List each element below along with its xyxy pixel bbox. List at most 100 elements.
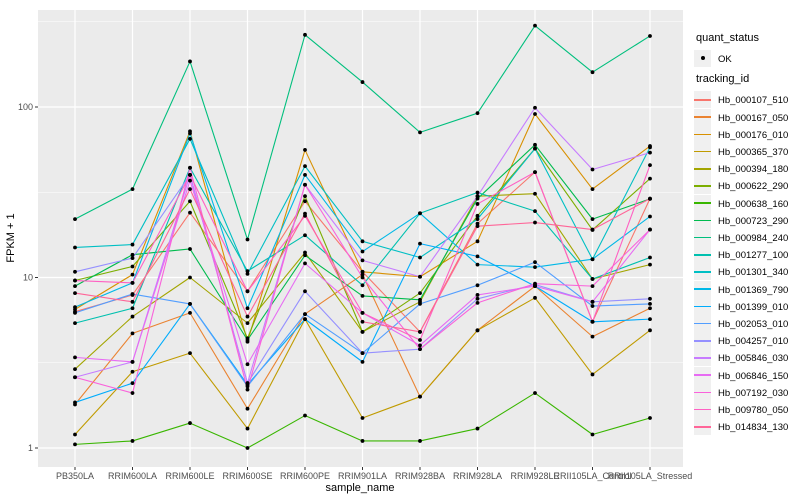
legend-key-box xyxy=(694,315,711,332)
data-point xyxy=(533,142,537,147)
data-point xyxy=(360,329,365,334)
legend-entry-label: Hb_000622_290 xyxy=(718,181,789,193)
data-point xyxy=(188,187,192,191)
data-point xyxy=(130,391,135,395)
data-point xyxy=(648,296,652,301)
legend-key-box xyxy=(694,49,711,67)
legend-entry-label: Hb_004257_010 xyxy=(718,336,789,348)
data-point xyxy=(590,299,595,304)
legend-line-icon xyxy=(694,202,711,204)
data-point xyxy=(475,213,480,218)
data-point xyxy=(73,269,77,274)
y-tick-label: 100 xyxy=(18,102,33,112)
data-point xyxy=(533,391,537,395)
data-point xyxy=(648,306,652,311)
data-point xyxy=(590,217,595,222)
data-point xyxy=(418,130,422,135)
data-point xyxy=(418,394,422,399)
data-point xyxy=(648,214,652,219)
data-point xyxy=(590,334,595,339)
data-point xyxy=(73,321,77,326)
data-point xyxy=(648,328,652,333)
x-tick-label: PB350LA xyxy=(56,471,94,481)
data-point xyxy=(303,211,307,216)
legend-entry-label: Hb_000394_180 xyxy=(718,164,789,176)
data-point xyxy=(475,190,480,195)
data-point xyxy=(188,275,192,280)
data-point xyxy=(188,172,192,177)
data-point xyxy=(303,250,307,255)
data-point xyxy=(475,262,480,267)
legend-line-icon xyxy=(694,271,711,273)
data-point xyxy=(73,245,77,250)
legend-line-icon xyxy=(694,322,711,325)
data-point xyxy=(533,209,537,214)
data-point xyxy=(73,291,77,296)
legend-line-icon xyxy=(694,236,711,239)
data-point xyxy=(590,372,595,377)
x-tick-label: RRII105LA_Stressed xyxy=(608,471,693,481)
legend-key-box xyxy=(694,246,711,264)
legend-line-icon xyxy=(694,339,711,342)
data-point xyxy=(360,249,365,254)
legend-line-icon xyxy=(694,305,711,308)
legend-line-icon xyxy=(694,374,711,376)
x-tick-labels: PB350LA RRIM600LA RRIM600LE RRIM600SE RRIM60… xyxy=(56,471,692,481)
data-point xyxy=(533,220,537,225)
legend-entry-label: Hb_000107_510 xyxy=(718,95,789,107)
data-point xyxy=(648,262,652,267)
data-point xyxy=(360,239,365,244)
legend-key-box xyxy=(694,211,711,229)
legend-key-box xyxy=(694,297,711,315)
x-tick-label: RRIM600LE xyxy=(165,471,214,481)
data-point xyxy=(475,293,480,297)
legend-line-icon xyxy=(694,408,711,411)
data-point xyxy=(188,131,192,136)
data-point xyxy=(303,32,307,37)
data-point xyxy=(245,446,250,450)
data-point xyxy=(73,217,77,222)
data-point xyxy=(130,272,135,277)
data-point xyxy=(130,264,135,269)
legend-key-box xyxy=(694,194,711,212)
legend-key-box xyxy=(694,229,711,246)
data-point xyxy=(188,247,192,251)
data-point xyxy=(73,278,77,283)
data-point xyxy=(130,252,135,257)
legend-key-box xyxy=(694,143,711,160)
legend-key-box xyxy=(694,177,711,195)
data-point xyxy=(648,227,652,232)
legend-entry-label: Hb_000638_160 xyxy=(718,198,789,210)
legend-key-box xyxy=(694,349,711,367)
data-point xyxy=(360,319,365,324)
data-point xyxy=(533,260,537,265)
data-point xyxy=(73,442,77,447)
data-point xyxy=(475,239,480,244)
data-point xyxy=(188,210,192,215)
data-point xyxy=(590,319,595,324)
data-point xyxy=(130,292,135,296)
data-point xyxy=(418,338,422,342)
data-point xyxy=(188,351,192,356)
data-point xyxy=(475,111,480,116)
legend-entry-label: Hb_007192_030 xyxy=(718,387,789,399)
data-point xyxy=(303,312,307,317)
data-point xyxy=(245,289,250,294)
legend-line-icon xyxy=(694,99,711,101)
legend-key-box xyxy=(694,160,711,178)
data-point xyxy=(533,112,537,116)
data-point xyxy=(73,310,77,315)
legend-entry-label: Hb_000176_010 xyxy=(718,129,789,141)
data-point xyxy=(475,283,480,288)
legend-entry-label: Hb_014834_130 xyxy=(718,422,789,434)
data-point xyxy=(188,178,192,183)
data-point xyxy=(130,299,135,304)
data-point xyxy=(533,105,537,110)
ok-point-icon xyxy=(700,56,705,60)
data-point xyxy=(360,275,365,280)
x-tick-label: RRII105LA_Control xyxy=(553,471,631,481)
data-point xyxy=(418,211,422,216)
data-point xyxy=(360,258,365,263)
data-point xyxy=(245,269,250,274)
